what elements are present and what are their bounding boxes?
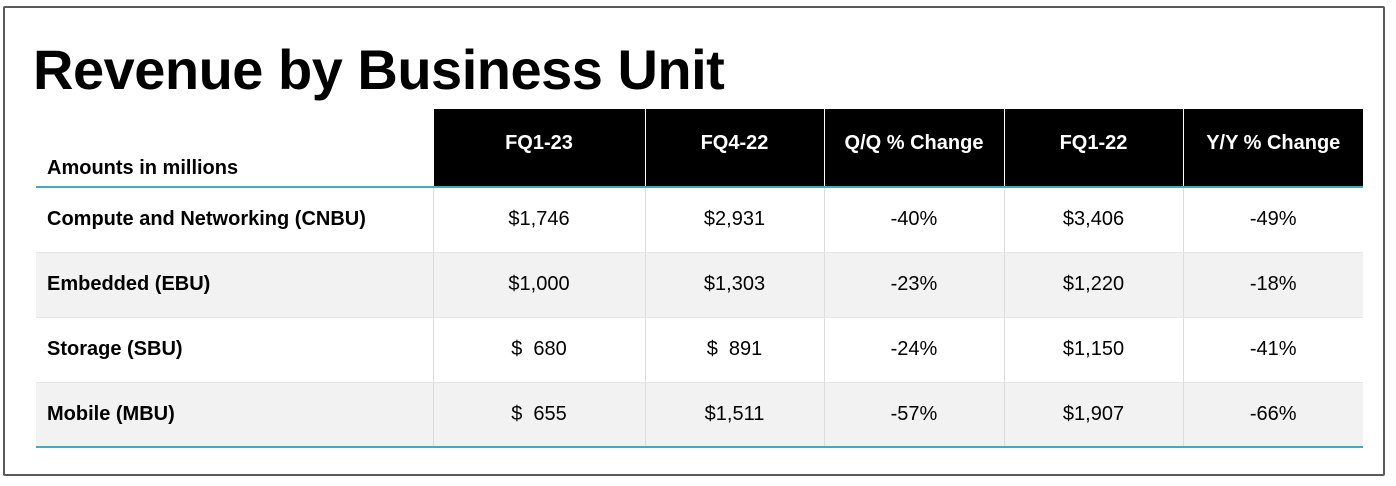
- table-row: Mobile (MBU) $ 655 $1,511 -57% $1,907 -6…: [36, 382, 1363, 448]
- table-cell: -57%: [823, 382, 1004, 448]
- table-row: Embedded (EBU) $1,000 $1,303 -23% $1,220…: [36, 252, 1363, 318]
- table-cell: $1,220: [1003, 252, 1183, 318]
- row-label: Embedded (EBU): [36, 252, 433, 318]
- table-cell: $1,303: [644, 252, 824, 318]
- table-cell: -24%: [823, 317, 1004, 383]
- table-cell: -40%: [823, 187, 1004, 253]
- row-label: Storage (SBU): [36, 317, 433, 383]
- table-cell: $ 655: [432, 382, 645, 448]
- table-cell: -41%: [1182, 317, 1363, 383]
- table-cell: -18%: [1182, 252, 1363, 318]
- table-row: Storage (SBU) $ 680 $ 891 -24% $1,150 -4…: [36, 317, 1363, 383]
- column-header-yy-change: Y/Y % Change: [1182, 109, 1363, 187]
- table-cell: $1,907: [1003, 382, 1183, 448]
- table-cell: $1,746: [432, 187, 645, 253]
- table-cell: $2,931: [644, 187, 824, 253]
- column-header-fq1-22: FQ1-22: [1003, 109, 1183, 187]
- units-label: Amounts in millions: [36, 109, 433, 187]
- row-label: Mobile (MBU): [36, 382, 433, 448]
- page-title: Revenue by Business Unit: [33, 38, 725, 101]
- table-cell: -66%: [1182, 382, 1363, 448]
- table-cell: -23%: [823, 252, 1004, 318]
- table-header-row: Amounts in millions FQ1-23 FQ4-22 Q/Q % …: [36, 109, 1363, 187]
- column-header-qq-change: Q/Q % Change: [823, 109, 1004, 187]
- table-cell: $3,406: [1003, 187, 1183, 253]
- slide-frame: Revenue by Business Unit Amounts in mill…: [3, 6, 1385, 476]
- table-cell: $ 680: [432, 317, 645, 383]
- row-label: Compute and Networking (CNBU): [36, 187, 433, 253]
- table-cell: $ 891: [644, 317, 824, 383]
- table-cell: $1,150: [1003, 317, 1183, 383]
- revenue-table: Amounts in millions FQ1-23 FQ4-22 Q/Q % …: [36, 109, 1363, 448]
- table-cell: -49%: [1182, 187, 1363, 253]
- table-cell: $1,511: [644, 382, 824, 448]
- table-row: Compute and Networking (CNBU) $1,746 $2,…: [36, 187, 1363, 253]
- column-header-fq1-23: FQ1-23: [432, 109, 645, 187]
- table-cell: $1,000: [432, 252, 645, 318]
- column-header-fq4-22: FQ4-22: [644, 109, 824, 187]
